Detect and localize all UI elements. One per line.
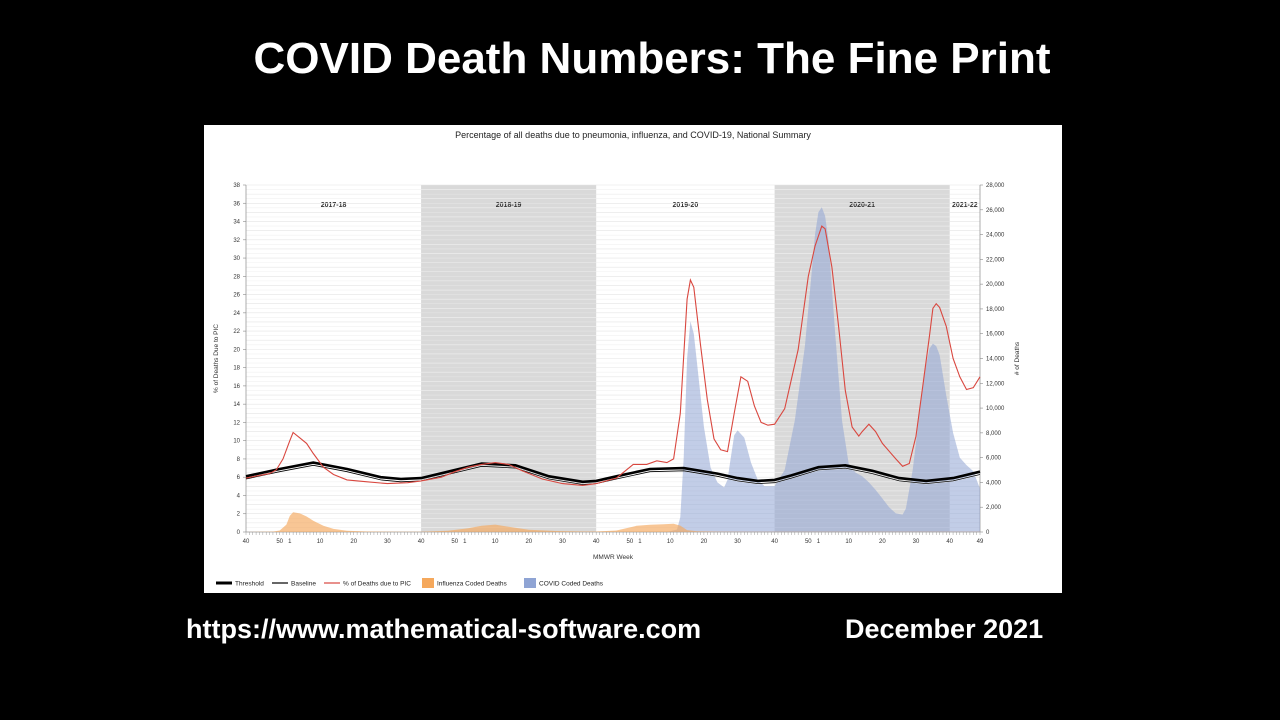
x-tick-label: 50 — [626, 539, 633, 545]
y-tick-label-right: 4,000 — [986, 480, 1002, 486]
y-tick-label-right: 24,000 — [986, 233, 1005, 239]
y-tick-label-right: 28,000 — [986, 183, 1005, 189]
x-tick-label: 40 — [243, 539, 250, 545]
x-tick-label: 20 — [701, 539, 708, 545]
y-tick-label-right: 26,000 — [986, 208, 1005, 214]
y-tick-label-left: 4 — [237, 493, 241, 499]
x-tick-label: 1 — [638, 539, 642, 545]
y-tick-label-right: 2,000 — [986, 505, 1002, 511]
y-tick-label-left: 2 — [237, 512, 241, 518]
y-axis-label-right: # of Deaths — [1014, 341, 1021, 375]
season-label-1: 2018-19 — [496, 202, 522, 209]
footer-url: https://www.mathematical-software.com — [186, 614, 702, 644]
threshold-line — [245, 461, 981, 484]
y-tick-label-left: 20 — [233, 347, 240, 353]
pic-percent-line — [245, 225, 981, 486]
x-tick-label: 40 — [946, 539, 953, 545]
x-tick-label: 49 — [977, 539, 984, 545]
x-tick-label: 1 — [463, 539, 467, 545]
y-tick-label-left: 24 — [233, 311, 240, 317]
x-tick-label: 10 — [845, 539, 852, 545]
influenza-deaths-area — [246, 512, 980, 532]
x-tick-label: 30 — [734, 539, 741, 545]
y-tick-label-left: 22 — [233, 329, 240, 335]
y-tick-label-right: 6,000 — [986, 456, 1002, 462]
legend-label-1: Baseline — [291, 581, 316, 588]
y-tick-label-right: 0 — [986, 530, 990, 536]
x-tick-label: 1 — [288, 539, 292, 545]
legend-label-0: Threshold — [235, 581, 264, 588]
y-tick-label-left: 32 — [233, 238, 240, 244]
legend-swatch-4 — [524, 578, 536, 588]
y-tick-label-left: 16 — [233, 384, 240, 390]
legend-label-2: % of Deaths due to PIC — [343, 581, 411, 588]
season-label-0: 2017-18 — [321, 202, 347, 209]
baseline-line — [245, 464, 981, 485]
y-tick-label-left: 0 — [237, 530, 241, 536]
pic-mortality-chart: Percentage of all deaths due to pneumoni… — [213, 130, 1021, 588]
x-tick-label: 20 — [525, 539, 532, 545]
y-tick-label-left: 38 — [233, 183, 240, 189]
x-tick-label: 20 — [879, 539, 886, 545]
y-tick-label-right: 22,000 — [986, 257, 1005, 263]
x-tick-label: 40 — [771, 539, 778, 545]
y-tick-label-left: 28 — [233, 274, 240, 280]
y-tick-label-left: 36 — [233, 201, 240, 207]
season-label-3: 2020-21 — [849, 202, 875, 209]
legend-label-3: Influenza Coded Deaths — [437, 581, 507, 588]
x-tick-label: 40 — [418, 539, 425, 545]
y-tick-label-right: 12,000 — [986, 381, 1005, 387]
covid-deaths-area — [666, 207, 980, 533]
y-tick-label-right: 20,000 — [986, 282, 1005, 288]
footer-date: December 2021 — [845, 614, 1044, 644]
y-tick-label-right: 10,000 — [986, 406, 1005, 412]
y-tick-label-right: 16,000 — [986, 332, 1005, 338]
y-tick-label-left: 26 — [233, 293, 240, 299]
chart-title: Percentage of all deaths due to pneumoni… — [455, 130, 811, 140]
y-tick-label-left: 14 — [233, 402, 240, 408]
y-tick-label-left: 18 — [233, 366, 240, 372]
x-tick-label: 1 — [817, 539, 821, 545]
season-label-4: 2021-22 — [952, 202, 978, 209]
y-tick-label-left: 8 — [237, 457, 241, 463]
y-tick-label-right: 14,000 — [986, 357, 1005, 363]
x-tick-label: 30 — [913, 539, 920, 545]
chart-panel: Percentage of all deaths due to pneumoni… — [204, 125, 1062, 593]
x-tick-label: 10 — [492, 539, 499, 545]
legend-label-4: COVID Coded Deaths — [539, 581, 604, 588]
slide-title: COVID Death Numbers: The Fine Print — [253, 34, 1051, 83]
legend-swatch-3 — [422, 578, 434, 588]
x-tick-label: 20 — [350, 539, 357, 545]
x-tick-label: 10 — [667, 539, 674, 545]
y-tick-label-left: 34 — [233, 220, 240, 226]
x-tick-label: 30 — [384, 539, 391, 545]
x-tick-label: 50 — [805, 539, 812, 545]
x-tick-label: 40 — [593, 539, 600, 545]
x-tick-label: 30 — [559, 539, 566, 545]
y-tick-label-right: 18,000 — [986, 307, 1005, 313]
x-tick-label: 10 — [317, 539, 324, 545]
y-tick-label-left: 6 — [237, 475, 241, 481]
x-tick-label: 50 — [451, 539, 458, 545]
season-label-2: 2019-20 — [673, 202, 699, 209]
y-tick-label-left: 10 — [233, 439, 240, 445]
y-tick-label-left: 12 — [233, 420, 240, 426]
y-axis-label-left: % of Deaths Due to PIC — [213, 324, 220, 393]
y-tick-label-right: 8,000 — [986, 431, 1002, 437]
x-tick-label: 50 — [276, 539, 283, 545]
x-axis-label: MMWR Week — [593, 554, 634, 561]
y-tick-label-left: 30 — [233, 256, 240, 262]
